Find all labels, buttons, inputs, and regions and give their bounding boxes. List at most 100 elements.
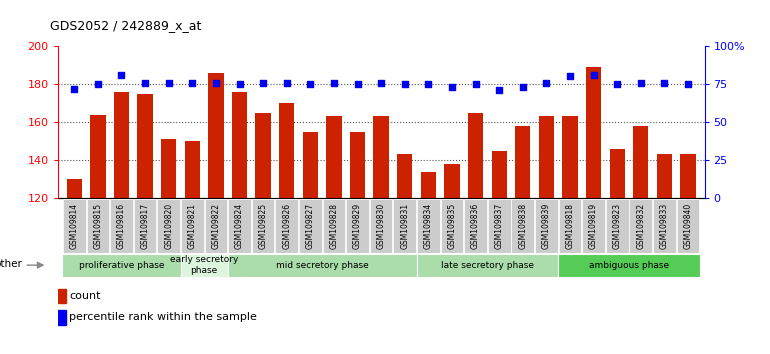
Text: GSM109823: GSM109823 xyxy=(613,202,621,249)
Point xyxy=(658,80,671,85)
Text: GSM109835: GSM109835 xyxy=(447,202,457,249)
Text: GSM109824: GSM109824 xyxy=(235,202,244,249)
Bar xyxy=(276,199,298,252)
Bar xyxy=(228,253,417,277)
Bar xyxy=(417,253,558,277)
Point xyxy=(92,81,104,87)
Point xyxy=(116,72,128,78)
Point xyxy=(399,81,411,87)
Point xyxy=(564,74,576,79)
Bar xyxy=(232,92,247,198)
Text: GSM109827: GSM109827 xyxy=(306,202,315,249)
Bar xyxy=(86,199,109,252)
Text: proliferative phase: proliferative phase xyxy=(79,261,164,270)
Bar xyxy=(279,103,294,198)
Text: mid secretory phase: mid secretory phase xyxy=(276,261,369,270)
Point xyxy=(422,81,434,87)
Text: GSM109837: GSM109837 xyxy=(494,202,504,249)
Point xyxy=(588,72,600,78)
Bar xyxy=(350,132,365,198)
Text: GSM109821: GSM109821 xyxy=(188,203,197,249)
Bar xyxy=(63,199,85,252)
Bar xyxy=(417,199,440,252)
Bar xyxy=(110,199,132,252)
Bar xyxy=(464,199,487,252)
Bar xyxy=(256,113,271,198)
Bar xyxy=(420,172,436,198)
Text: ambiguous phase: ambiguous phase xyxy=(589,261,669,270)
Text: GSM109826: GSM109826 xyxy=(283,202,291,249)
Bar xyxy=(58,310,65,325)
Point xyxy=(493,87,505,93)
Point xyxy=(139,80,151,85)
Text: late secretory phase: late secretory phase xyxy=(441,261,534,270)
Point xyxy=(446,84,458,90)
Bar xyxy=(62,253,180,277)
Text: GSM109838: GSM109838 xyxy=(518,202,527,249)
Bar xyxy=(58,289,65,303)
Point xyxy=(634,80,647,85)
Bar xyxy=(630,199,652,252)
Bar xyxy=(299,199,322,252)
Bar xyxy=(157,199,180,252)
Point xyxy=(162,80,175,85)
Bar xyxy=(535,199,557,252)
Text: GSM109832: GSM109832 xyxy=(636,202,645,249)
Text: GSM109820: GSM109820 xyxy=(164,202,173,249)
Bar xyxy=(610,149,625,198)
Bar xyxy=(677,199,699,252)
Bar xyxy=(205,199,227,252)
Text: GSM109825: GSM109825 xyxy=(259,202,268,249)
Bar xyxy=(653,199,676,252)
Text: GSM109829: GSM109829 xyxy=(353,202,362,249)
Bar xyxy=(161,139,176,198)
Bar xyxy=(370,199,393,252)
Bar xyxy=(134,199,156,252)
Point xyxy=(257,80,270,85)
Point xyxy=(682,81,695,87)
Point xyxy=(280,80,293,85)
Bar xyxy=(657,154,672,198)
Bar xyxy=(539,116,554,198)
Text: GSM109817: GSM109817 xyxy=(141,202,149,249)
Text: GSM109818: GSM109818 xyxy=(565,203,574,249)
Bar xyxy=(228,199,251,252)
Text: GSM109814: GSM109814 xyxy=(70,202,79,249)
Bar xyxy=(323,199,345,252)
Bar xyxy=(137,93,152,198)
Point xyxy=(541,80,553,85)
Text: GSM109830: GSM109830 xyxy=(377,202,386,249)
Bar xyxy=(559,199,581,252)
Bar xyxy=(114,92,129,198)
Bar xyxy=(397,154,413,198)
Bar xyxy=(606,199,628,252)
Bar xyxy=(491,151,507,198)
Bar xyxy=(90,115,105,198)
Bar xyxy=(185,141,200,198)
Bar xyxy=(252,199,274,252)
Point xyxy=(375,80,387,85)
Bar xyxy=(586,67,601,198)
Bar xyxy=(558,253,700,277)
Bar xyxy=(181,199,203,252)
Bar xyxy=(681,154,696,198)
Bar xyxy=(66,179,82,198)
Text: GSM109839: GSM109839 xyxy=(542,202,551,249)
Bar xyxy=(326,116,342,198)
Bar xyxy=(373,116,389,198)
Text: GSM109836: GSM109836 xyxy=(471,202,480,249)
Point xyxy=(304,81,316,87)
Text: GSM109822: GSM109822 xyxy=(212,203,220,249)
Text: GSM109816: GSM109816 xyxy=(117,202,126,249)
Bar xyxy=(440,199,464,252)
Text: GSM109840: GSM109840 xyxy=(684,202,692,249)
Point xyxy=(328,80,340,85)
Bar xyxy=(180,253,228,277)
Text: count: count xyxy=(69,291,101,301)
Point xyxy=(611,81,624,87)
Bar xyxy=(208,73,223,198)
Bar xyxy=(303,132,318,198)
Point xyxy=(517,84,529,90)
Bar xyxy=(468,113,484,198)
Text: other: other xyxy=(0,259,22,269)
